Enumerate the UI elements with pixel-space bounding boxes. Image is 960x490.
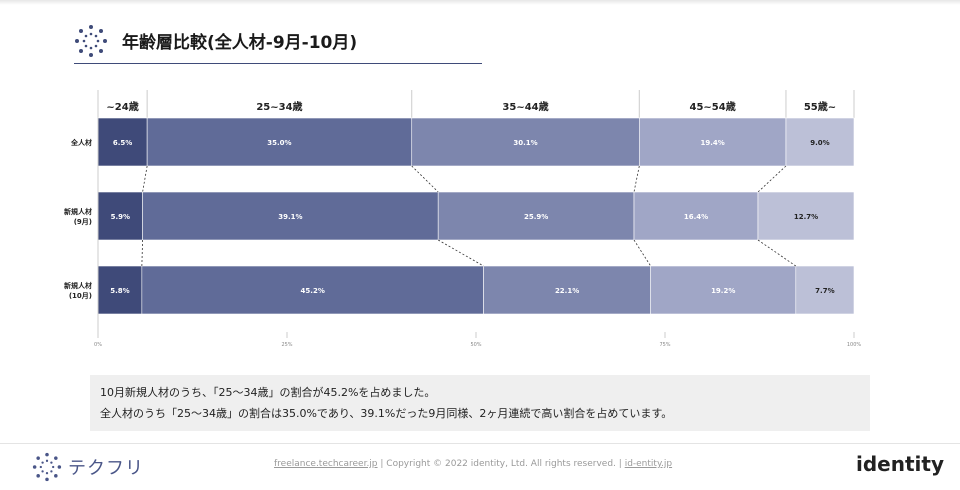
x-tick-label: 0%: [94, 342, 102, 348]
bar-segment: [437, 191, 635, 241]
age-group-label: 25~34歳: [256, 100, 302, 113]
identity-logo-text: identity: [856, 452, 944, 476]
bar-segment: [638, 117, 787, 167]
connector-line: [757, 165, 787, 193]
data-label: 16.4%: [684, 213, 708, 221]
data-label: 25.9%: [524, 213, 548, 221]
dotted-circle-logo-icon: [75, 24, 107, 57]
category-label: (10月): [69, 292, 92, 300]
dotted-circle-logo-icon: [32, 452, 62, 482]
summary-line-2: 全人材のうち「25～34歳」の割合は35.0%であり、39.1%だった9月同様、…: [100, 407, 673, 420]
bar-segment: [785, 117, 855, 167]
age-group-label: 55歳~: [804, 100, 836, 113]
data-label: 5.9%: [111, 213, 130, 221]
summary-note: 10月新規人材のうち、「25～34歳」の割合が45.2%を占めました。 全人材の…: [90, 375, 870, 431]
identity-logo: identity: [856, 452, 944, 476]
x-tick-label: 25%: [281, 342, 292, 348]
age-group-label: 35~44歳: [502, 100, 548, 113]
x-tick-label: 100%: [847, 342, 862, 348]
slide-header: 年齢層比較(全人材-9月-10月): [74, 18, 482, 64]
summary-line-1: 10月新規人材のうち、「25～34歳」の割合が45.2%を占めました。: [100, 386, 436, 399]
footer-separator: |: [377, 459, 387, 469]
data-label: 39.1%: [278, 213, 302, 221]
data-label: 7.7%: [815, 287, 834, 295]
stacked-bar-chart: ~24歳 25~34歳 35~44歳 45~54歳 55歳~ 6.5% 35.0% 30.1%…: [64, 90, 862, 348]
data-label: 12.7%: [794, 213, 818, 221]
connector-line: [438, 239, 484, 267]
connector-line: [757, 239, 797, 267]
data-label: 30.1%: [513, 139, 537, 147]
page-title: 年齢層比較(全人材-9月-10月): [122, 33, 358, 53]
footer-divider: [0, 443, 960, 444]
data-label: 9.0%: [810, 139, 829, 147]
bar-segment: [650, 265, 797, 315]
connector-line: [411, 165, 439, 193]
identity-link[interactable]: id-entity.jp: [624, 459, 673, 469]
bar-segment: [483, 265, 651, 315]
bar-segment: [142, 191, 439, 241]
data-label: 45.2%: [301, 287, 325, 295]
category-label: 全人材: [70, 138, 92, 147]
age-group-label: 45~54歳: [690, 100, 736, 113]
techcareer-link[interactable]: freelance.techcareer.jp: [274, 459, 378, 469]
bar-segment: [795, 265, 855, 315]
data-label: 22.1%: [555, 287, 579, 295]
bar-segment: [633, 191, 759, 241]
category-label: 新規人材: [64, 281, 92, 290]
bar-segment: [97, 191, 143, 241]
top-shadow: [0, 0, 960, 5]
bar-segment: [757, 191, 855, 241]
age-group-label: ~24歳: [106, 100, 138, 113]
data-label: 19.4%: [700, 139, 724, 147]
category-label: 新規人材: [64, 207, 92, 216]
bar-segment: [141, 265, 484, 315]
connector-line: [142, 165, 148, 193]
bar-segment: [411, 117, 640, 167]
brand-logo[interactable]: テクフリ: [32, 452, 144, 482]
connector-line: [141, 239, 144, 267]
x-tick-label: 75%: [659, 342, 670, 348]
data-label: 6.5%: [113, 139, 132, 147]
data-label: 19.2%: [711, 287, 735, 295]
x-tick-label: 50%: [470, 342, 481, 348]
bar-segment: [97, 265, 143, 315]
footer-separator: |: [615, 459, 625, 469]
footer-text: freelance.techcareer.jp | Copyright © 20…: [274, 459, 672, 469]
connector-line: [633, 239, 651, 267]
data-label: 5.8%: [110, 287, 129, 295]
bar-segment: [97, 117, 148, 167]
connector-line: [633, 165, 640, 193]
category-label: (9月): [74, 218, 92, 226]
data-label: 35.0%: [267, 139, 291, 147]
copyright-text: Copyright © 2022 identity, Ltd. All righ…: [386, 459, 616, 469]
brand-name: テクフリ: [68, 458, 144, 479]
